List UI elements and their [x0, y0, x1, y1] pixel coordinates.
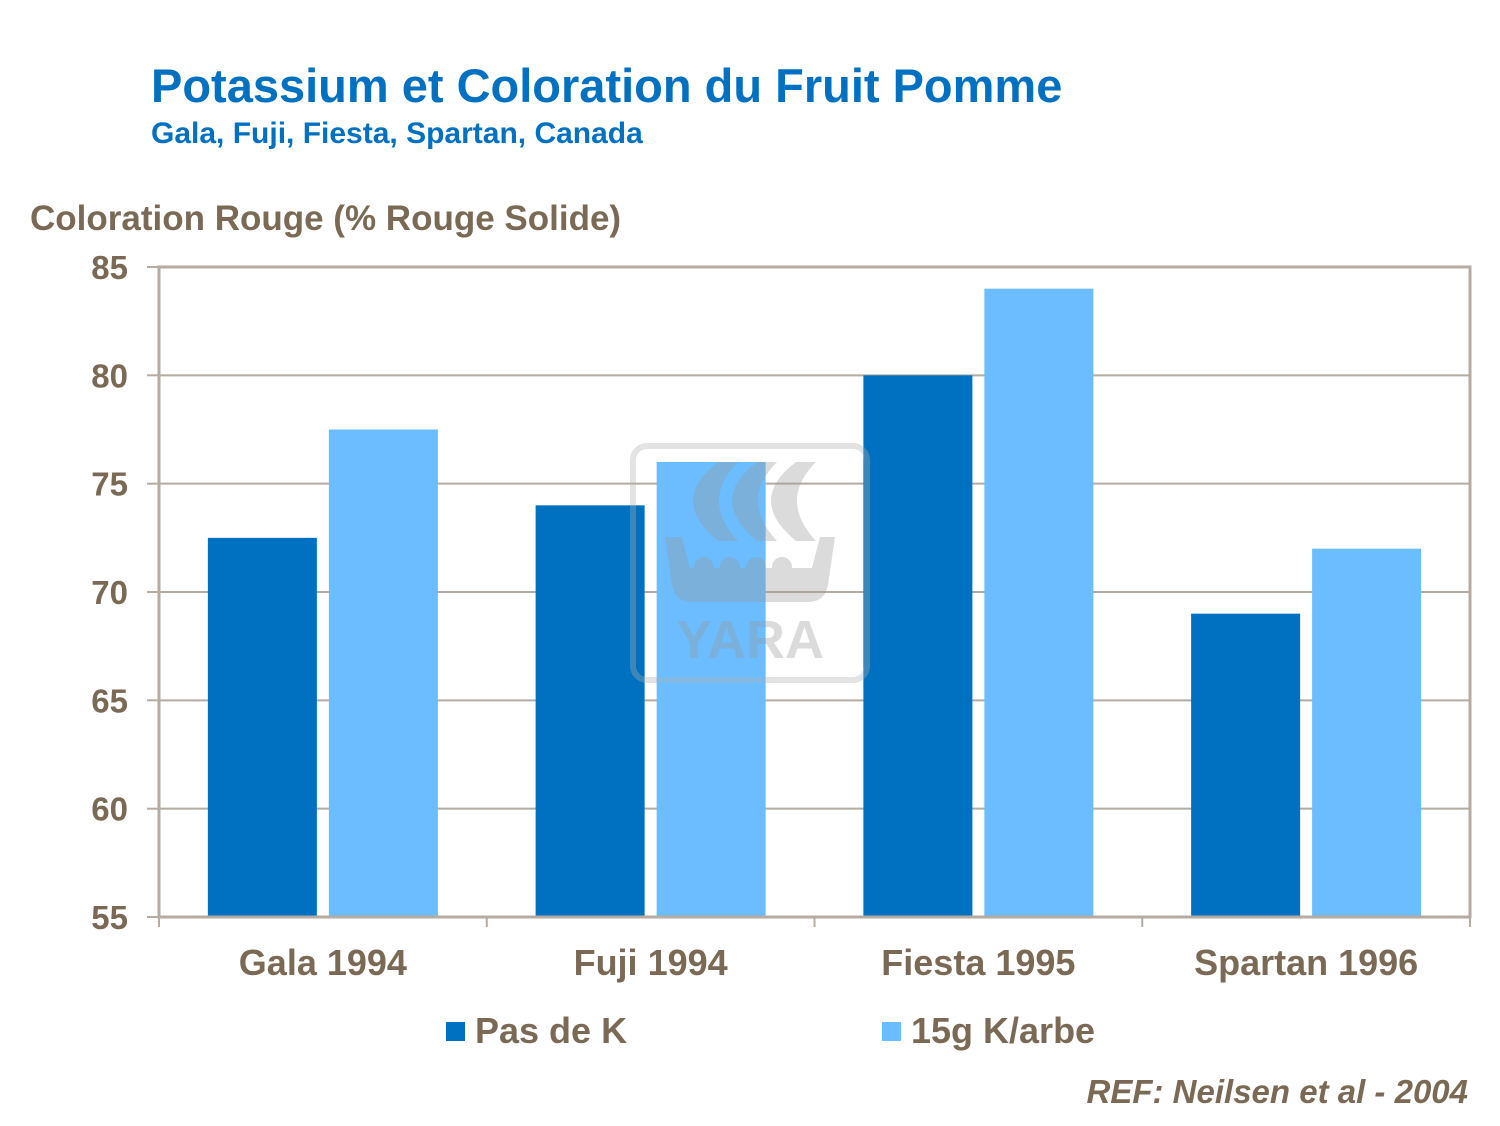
y-tick-label: 80	[91, 357, 128, 394]
y-tick-label: 55	[91, 899, 128, 936]
bar-fuji-1994-s2	[656, 462, 766, 917]
watermark-shield	[694, 557, 714, 577]
legend-item-pas-de-k: Pas de K	[446, 1010, 627, 1052]
chart-subtitle: Gala, Fuji, Fiesta, Spartan, Canada	[151, 117, 643, 150]
y-tick-label: 70	[91, 574, 128, 611]
bar-spartan-1996-s2	[1312, 548, 1422, 917]
bar-fuji-1994-s1	[535, 505, 645, 917]
watermark-frame	[630, 443, 870, 683]
y-tick-label: 75	[91, 466, 128, 503]
legend-swatch	[882, 1021, 901, 1041]
watermark-sail	[693, 462, 738, 541]
watermark-shield	[772, 557, 792, 577]
x-tick-label: Fuji 1994	[574, 942, 728, 983]
bar-fiesta-1995-s2	[984, 288, 1094, 918]
legend-label: Pas de K	[475, 1010, 628, 1051]
y-tick-label: 60	[91, 791, 128, 828]
watermark-sail	[771, 462, 816, 541]
watermark-shield	[746, 557, 766, 577]
x-tick-label: Fiesta 1995	[881, 942, 1075, 983]
watermark-sail	[732, 462, 777, 541]
bar-spartan-1996-s1	[1191, 613, 1301, 917]
x-tick-label: Spartan 1996	[1194, 942, 1418, 983]
watermark-shield	[720, 557, 740, 577]
watermark-text: YARA	[676, 610, 824, 670]
legend-item-15g-k: 15g K/arbe	[882, 1010, 1095, 1052]
bar-gala-1994-s2	[328, 429, 438, 917]
bar-gala-1994-s1	[207, 537, 317, 917]
legend-swatch	[446, 1021, 465, 1041]
reference-note: REF: Neilsen et al - 2004	[1086, 1073, 1468, 1110]
bar-fiesta-1995-s1	[863, 375, 973, 917]
y-tick-label: 65	[91, 682, 128, 719]
y-tick-label: 85	[91, 249, 128, 286]
chart-title: Potassium et Coloration du Fruit Pomme	[151, 59, 1063, 112]
yara-watermark-logo: YARA	[630, 443, 870, 683]
watermark-ship	[665, 537, 835, 602]
legend-label: 15g K/arbe	[911, 1010, 1096, 1051]
x-tick-label: Gala 1994	[239, 942, 407, 983]
y-axis-label: Coloration Rouge (% Rouge Solide)	[30, 199, 622, 238]
